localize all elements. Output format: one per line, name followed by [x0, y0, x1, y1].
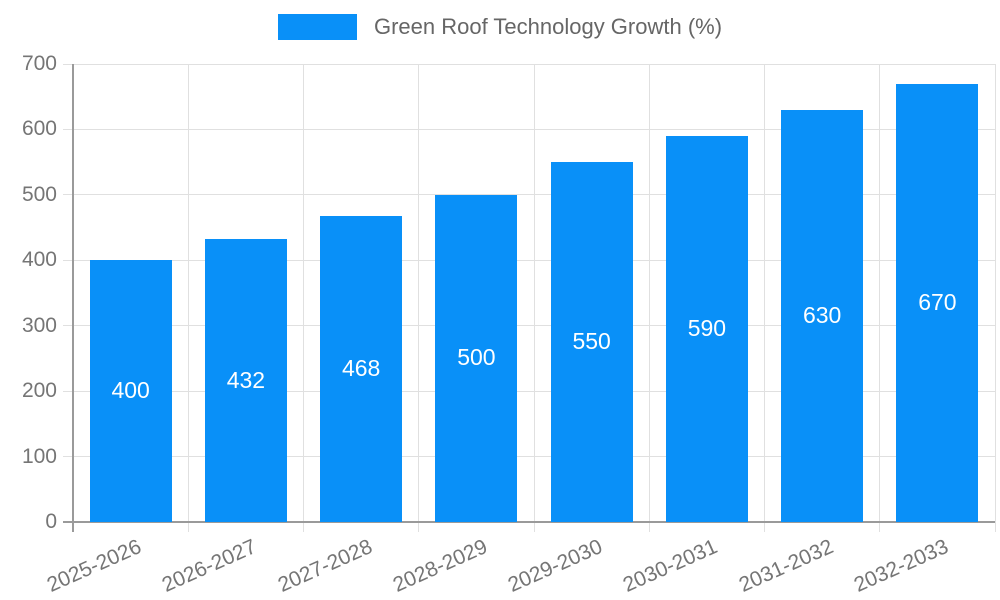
x-axis-line	[63, 521, 995, 523]
bar-2029-2030[interactable]	[550, 162, 633, 522]
y-tick-mark	[63, 63, 73, 65]
bar-2030-2031[interactable]	[665, 135, 748, 522]
x-tick-mark	[879, 522, 881, 532]
y-tick-mark	[63, 325, 73, 327]
y-axis-line	[72, 64, 74, 532]
legend[interactable]: Green Roof Technology Growth (%)	[0, 14, 1000, 40]
y-tick-mark	[63, 390, 73, 392]
x-tick-label: 2025-2026	[43, 535, 145, 597]
bar-value-label: 500	[457, 344, 496, 371]
y-tick-mark	[63, 194, 73, 196]
bar-2032-2033[interactable]	[896, 83, 979, 522]
gridline-vertical	[418, 64, 420, 522]
bar-value-label: 630	[802, 301, 842, 328]
x-tick-mark	[994, 522, 996, 532]
bar-value-label: 468	[341, 354, 381, 381]
x-tick-label: 2031-2032	[735, 535, 837, 597]
y-tick-label: 600	[21, 117, 57, 141]
y-tick-label: 200	[21, 379, 57, 403]
x-tick-label: 2030-2031	[620, 535, 722, 597]
gridline-vertical	[648, 64, 650, 522]
x-tick-mark	[303, 522, 304, 532]
y-tick-label: 300	[21, 313, 57, 337]
bar-value-label: 590	[687, 314, 727, 341]
bar-2025-2026[interactable]	[89, 260, 172, 522]
y-tick-mark	[63, 456, 73, 458]
y-tick-label: 700	[21, 52, 57, 75]
y-tick-label: 400	[21, 248, 57, 272]
bar-2031-2032[interactable]	[781, 109, 864, 522]
x-tick-label: 2028-2029	[389, 535, 491, 597]
y-tick-label: 100	[21, 444, 57, 468]
legend-label: Green Roof Technology Growth (%)	[373, 14, 723, 39]
x-tick-label: 2029-2030	[504, 535, 606, 597]
gridline-vertical	[994, 64, 996, 522]
bar-2026-2027[interactable]	[204, 239, 287, 522]
bar-value-label: 400	[111, 377, 150, 404]
x-tick-mark	[187, 522, 189, 532]
x-tick-label: 2032-2033	[850, 535, 952, 597]
x-tick-label: 2026-2027	[159, 535, 261, 597]
bar-value-label: 432	[226, 366, 266, 393]
y-tick-label: 0	[45, 510, 57, 533]
bar-value-label: 670	[918, 288, 957, 315]
x-tick-mark	[418, 522, 420, 532]
legend-swatch	[277, 14, 357, 40]
x-tick-label: 2027-2028	[274, 535, 376, 597]
bar-2028-2029[interactable]	[435, 194, 518, 522]
bar-2027-2028[interactable]	[320, 215, 403, 522]
gridline-vertical	[764, 64, 765, 522]
bar-value-label: 550	[572, 328, 611, 355]
y-tick-mark	[63, 259, 73, 261]
x-tick-mark	[764, 522, 765, 532]
y-tick-mark	[63, 128, 73, 130]
x-tick-mark	[533, 522, 535, 532]
x-tick-mark	[648, 522, 650, 532]
gridline-vertical	[187, 64, 189, 522]
gridline-vertical	[533, 64, 535, 522]
y-tick-label: 500	[21, 182, 57, 206]
gridline-vertical	[303, 64, 304, 522]
gridline-vertical	[879, 64, 881, 522]
